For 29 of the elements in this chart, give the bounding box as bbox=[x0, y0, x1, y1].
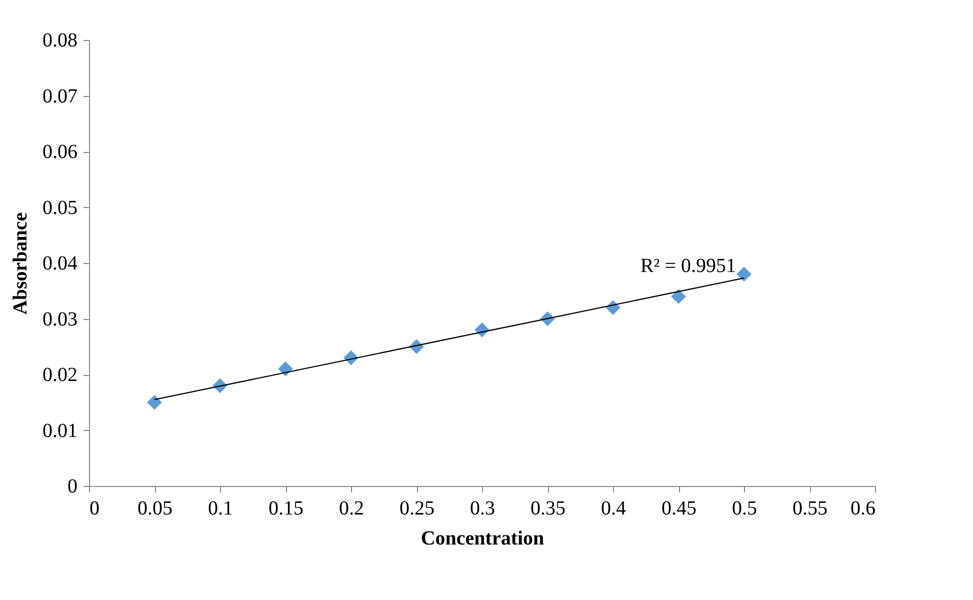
x-tick-label: 0.4 bbox=[601, 498, 626, 520]
y-tick-label: 0.04 bbox=[42, 252, 78, 274]
point bbox=[147, 394, 162, 410]
x-tick-label: 0.35 bbox=[530, 498, 566, 520]
x-tick-label: 0.55 bbox=[792, 498, 828, 520]
x-tick-label: 0.3 bbox=[470, 498, 495, 520]
y-tick-label: 0.01 bbox=[42, 420, 78, 442]
point bbox=[736, 266, 752, 282]
annotation: R² = 0.9951 bbox=[640, 255, 736, 278]
x-tick-label: 0.05 bbox=[138, 498, 172, 520]
x-tick-label: 0.25 bbox=[400, 498, 434, 520]
point bbox=[278, 362, 293, 376]
x-axis-title: Concentration bbox=[420, 528, 544, 550]
point bbox=[671, 289, 686, 304]
y-axis-title: Absorbance bbox=[10, 212, 32, 315]
y-tick-label: 0.02 bbox=[42, 364, 78, 386]
x-tick-label: 0.15 bbox=[268, 498, 304, 520]
x-tick-label: 0.1 bbox=[208, 498, 233, 520]
y-tick-label: 0.06 bbox=[42, 141, 78, 163]
y-tick-label: 0.08 bbox=[42, 30, 78, 52]
x-tick-label: 0.45 bbox=[662, 498, 696, 520]
y-tick-label: 0 bbox=[68, 476, 78, 498]
y-tick-label: 0.07 bbox=[42, 85, 78, 108]
y-tick-label: 0.05 bbox=[42, 196, 78, 219]
x-tick-label: 0.6 bbox=[850, 498, 876, 520]
x-tick-label: 0 bbox=[90, 498, 100, 520]
x-tick-label: 0.5 bbox=[732, 498, 757, 520]
x-tick-label: 0.2 bbox=[339, 498, 364, 520]
y-tick-label: 0.03 bbox=[42, 308, 78, 330]
